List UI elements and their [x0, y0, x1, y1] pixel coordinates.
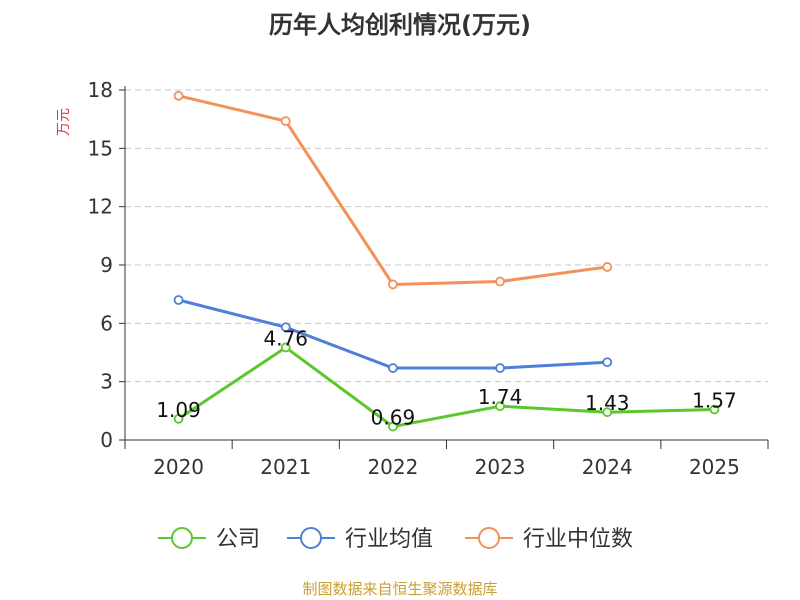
series-layer: [173, 90, 720, 432]
legend-label: 行业中位数: [523, 527, 633, 552]
data-point: [280, 322, 291, 333]
data-point: [602, 407, 613, 418]
grid-lines: [125, 89, 768, 383]
y-tick-label: 9: [100, 253, 113, 277]
data-labels: 1.09 4.76 0.69 1.74 1.43 1.57: [156, 326, 736, 429]
x-tick-label: 2025: [689, 455, 740, 479]
data-point: [495, 363, 505, 373]
data-point: [388, 421, 398, 432]
data-point: [280, 342, 291, 353]
data-point: [173, 413, 184, 424]
x-tick-label: 2021: [260, 455, 311, 479]
data-point: [495, 276, 505, 287]
y-tick-label: 3: [100, 370, 113, 394]
y-tick-label: 12: [88, 195, 113, 219]
data-point: [495, 401, 505, 412]
data-point: [602, 357, 613, 368]
y-axis-title: 万元: [56, 108, 72, 136]
data-point: [173, 90, 184, 101]
data-label: 1.09: [156, 398, 201, 422]
x-tick-label: 2024: [582, 455, 633, 479]
x-tick-label: 2023: [475, 455, 526, 479]
x-tick-label: 2020: [153, 455, 204, 479]
axes: 0 3 6 9 12 15 18 2020 2021 2022 2023 2024 2025: [88, 78, 769, 479]
legend-label: 行业均值: [345, 527, 433, 552]
data-label: 1.43: [585, 391, 630, 415]
series-line-1: [178, 298, 608, 370]
y-tick-label: 0: [100, 428, 113, 452]
data-point: [602, 262, 613, 272]
y-tick-label: 18: [88, 78, 113, 102]
data-label: 0.69: [371, 406, 416, 430]
legend-label: 公司: [216, 527, 260, 552]
legend-marker: [171, 527, 193, 549]
data-point: [388, 279, 398, 290]
y-tick-label: 15: [88, 136, 113, 160]
x-tick-label: 2022: [367, 455, 418, 479]
data-point: [173, 295, 184, 305]
data-point: [280, 116, 291, 127]
data-label: 4.76: [263, 326, 308, 350]
data-label: 1.57: [692, 388, 737, 412]
data-label: 1.74: [478, 385, 523, 409]
chart-title: 历年人均创利情况(万元): [269, 11, 531, 39]
legend: 公司 行业均值 行业中位数: [158, 527, 633, 552]
source-footer: 制图数据来自恒生聚源数据库: [302, 580, 498, 598]
legend-marker: [300, 527, 322, 549]
legend-marker: [478, 527, 500, 549]
series-line-0: [177, 345, 715, 429]
data-point: [388, 363, 398, 373]
data-point: [709, 404, 720, 415]
y-tick-label: 6: [100, 311, 113, 335]
series-line-2: [178, 94, 608, 286]
